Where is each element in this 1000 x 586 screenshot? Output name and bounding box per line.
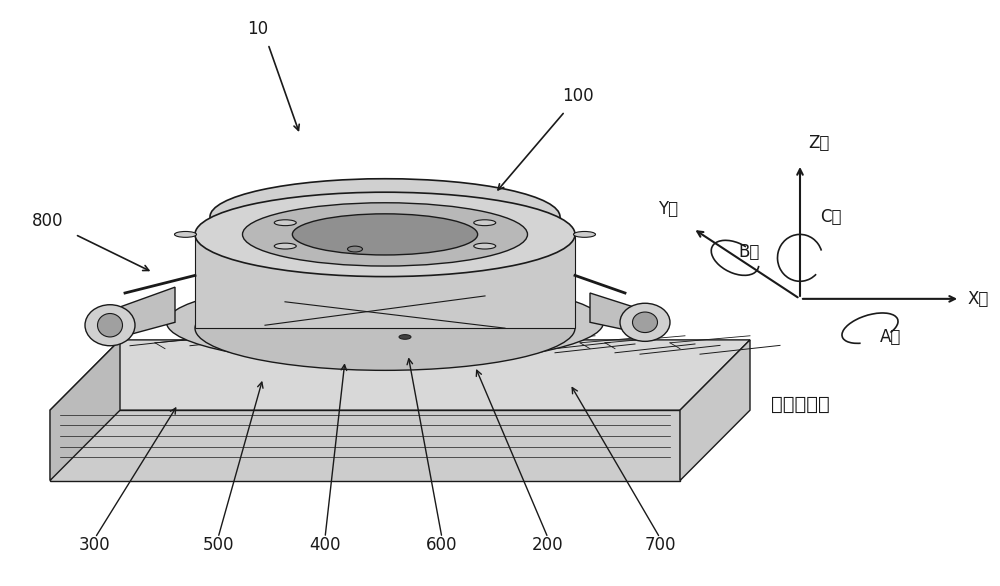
Text: Z轴: Z轴 — [808, 134, 829, 152]
Text: C轴: C轴 — [820, 208, 842, 226]
Polygon shape — [50, 340, 120, 481]
Ellipse shape — [574, 231, 596, 237]
Ellipse shape — [292, 214, 478, 255]
Polygon shape — [590, 293, 645, 334]
Polygon shape — [50, 410, 680, 481]
Ellipse shape — [348, 246, 362, 252]
Text: Y轴: Y轴 — [658, 200, 678, 218]
Polygon shape — [315, 287, 455, 316]
Text: B轴: B轴 — [738, 243, 759, 261]
Ellipse shape — [85, 305, 135, 346]
Ellipse shape — [633, 312, 658, 333]
Text: 100: 100 — [562, 87, 594, 105]
Ellipse shape — [195, 192, 575, 277]
Polygon shape — [210, 217, 560, 246]
Text: 800: 800 — [32, 212, 64, 230]
Ellipse shape — [274, 220, 296, 226]
Ellipse shape — [242, 203, 528, 266]
Ellipse shape — [98, 314, 122, 337]
Text: 10: 10 — [247, 20, 269, 38]
Ellipse shape — [210, 179, 560, 255]
Ellipse shape — [167, 280, 604, 364]
Text: A轴: A轴 — [880, 328, 901, 346]
Text: 600: 600 — [426, 536, 458, 554]
Ellipse shape — [175, 231, 196, 237]
Text: 300: 300 — [79, 536, 111, 554]
Text: 400: 400 — [309, 536, 341, 554]
Polygon shape — [680, 340, 750, 481]
Text: 500: 500 — [202, 536, 234, 554]
Polygon shape — [195, 234, 575, 328]
Ellipse shape — [399, 335, 411, 339]
Text: 200: 200 — [532, 536, 564, 554]
Text: 700: 700 — [644, 536, 676, 554]
Ellipse shape — [195, 286, 575, 370]
Text: 机床坐标系: 机床坐标系 — [771, 395, 829, 414]
Ellipse shape — [274, 243, 296, 249]
Polygon shape — [110, 287, 175, 340]
Ellipse shape — [620, 304, 670, 341]
Ellipse shape — [474, 220, 496, 226]
Text: X轴: X轴 — [968, 290, 989, 308]
Polygon shape — [50, 340, 750, 410]
Ellipse shape — [474, 243, 496, 249]
